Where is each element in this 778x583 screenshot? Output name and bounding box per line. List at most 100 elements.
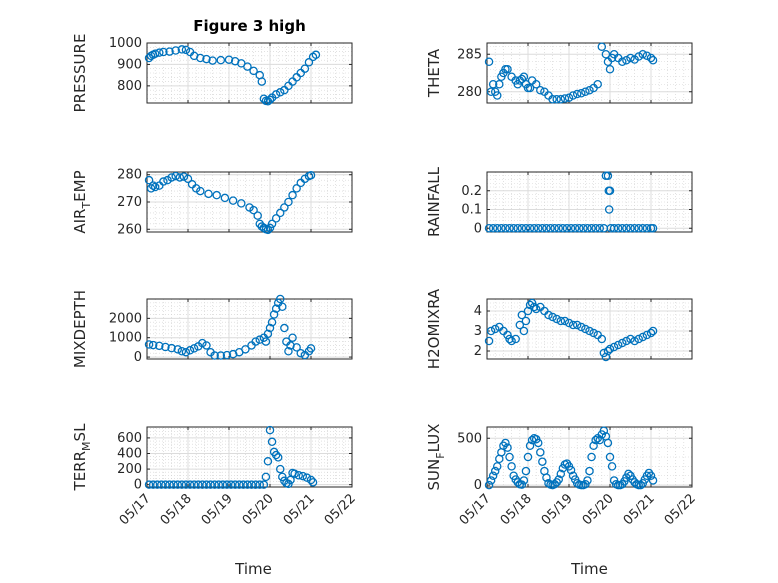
y-label-subscript: F <box>434 452 447 458</box>
data-point <box>259 223 269 233</box>
data-point <box>505 223 514 233</box>
data-point <box>507 336 516 346</box>
axes-frame <box>146 42 353 104</box>
data-point <box>220 193 230 203</box>
axes-frame <box>486 171 693 233</box>
data-point <box>505 334 514 344</box>
data-point <box>150 182 160 192</box>
data-point <box>144 480 154 489</box>
data-point <box>306 475 316 485</box>
data-point <box>181 480 191 489</box>
data-point <box>550 223 559 233</box>
data-point <box>253 211 262 220</box>
data-point <box>591 435 600 445</box>
data-point <box>175 173 185 182</box>
data-point <box>198 338 207 348</box>
data-point <box>544 478 553 488</box>
data-point <box>519 476 529 485</box>
data-point <box>554 223 564 233</box>
data-point <box>605 186 615 195</box>
data-point <box>618 223 627 233</box>
data-point <box>622 56 631 65</box>
data-point <box>224 55 234 64</box>
data-point <box>626 53 635 63</box>
data-point <box>587 223 596 233</box>
data-point <box>593 80 602 89</box>
x-tick-label: 05/21 <box>281 491 318 528</box>
data-point <box>603 171 613 180</box>
data-point <box>181 45 191 55</box>
data-point <box>579 223 588 233</box>
y-label-subscript: T <box>80 202 93 210</box>
y-label-main: MIXDEPTH <box>71 290 89 368</box>
x-axis-label-left: Time <box>234 560 272 578</box>
data-point <box>566 465 576 475</box>
data-point <box>257 77 267 86</box>
subplot-8: 0 500 SUNFLUX 05/17 05/18 05/19 05/20 05/21 05/2… <box>425 424 699 529</box>
data-point <box>572 320 582 330</box>
data-point <box>230 480 240 489</box>
data-point <box>302 473 312 482</box>
subplot-3: 260 270 280 AIRTEMP <box>71 168 353 237</box>
data-point <box>525 300 535 310</box>
data-point <box>577 322 586 332</box>
y-axis-label: AIRTEMP <box>71 170 93 233</box>
data-point <box>237 199 246 208</box>
y-tick-label: 3 <box>474 324 482 339</box>
data-point <box>495 80 504 89</box>
data-point <box>290 469 299 479</box>
y-axis-label: PRESSURE <box>71 34 89 113</box>
data-point <box>206 480 215 489</box>
data-point <box>626 223 635 233</box>
data-point <box>503 65 512 74</box>
data-point <box>150 49 160 58</box>
y-tick-label: 1000 <box>109 36 142 51</box>
data-point <box>148 340 158 350</box>
data-point <box>527 298 537 308</box>
y-axis-label: RAINFALL <box>425 166 443 237</box>
data-series <box>484 42 658 104</box>
data-point <box>271 214 281 223</box>
x-tick-label: 05/18 <box>158 491 195 528</box>
data-point <box>280 323 289 333</box>
y-label-main: THETA <box>425 48 443 98</box>
data-series <box>484 426 658 490</box>
x-tick-label: 05/22 <box>322 491 359 528</box>
subplot-5: 0 1000 2000 MIXDEPTH <box>71 290 353 368</box>
data-point <box>613 223 623 233</box>
data-point <box>519 326 529 336</box>
data-point <box>607 462 617 471</box>
data-point <box>306 171 316 180</box>
y-tick-label: 270 <box>117 195 142 210</box>
data-point <box>185 480 195 489</box>
data-point <box>634 334 643 344</box>
data-point <box>263 225 273 235</box>
data-point <box>517 480 527 489</box>
data-point <box>218 480 228 489</box>
y-label-tail: LUX <box>425 424 443 453</box>
y-tick-label: 2000 <box>109 311 142 326</box>
data-point <box>222 480 232 489</box>
data-point <box>538 223 547 233</box>
data-point <box>503 443 512 452</box>
data-point <box>484 336 494 346</box>
data-point <box>226 480 236 489</box>
data-point <box>609 223 619 233</box>
data-point <box>534 223 543 233</box>
data-point <box>165 480 174 489</box>
data-point <box>542 473 551 482</box>
y-tick-label: 0 <box>134 478 142 493</box>
data-point <box>534 438 543 448</box>
data-point <box>548 312 557 322</box>
data-point <box>486 326 496 336</box>
data-point <box>642 51 652 61</box>
data-point <box>605 452 615 462</box>
data-series <box>144 45 321 106</box>
data-point <box>570 223 580 233</box>
data-point <box>519 72 529 82</box>
data-point <box>552 95 561 104</box>
data-point <box>531 304 541 314</box>
data-point <box>556 316 566 326</box>
data-point <box>583 476 592 485</box>
y-tick-label: 200 <box>117 462 142 477</box>
